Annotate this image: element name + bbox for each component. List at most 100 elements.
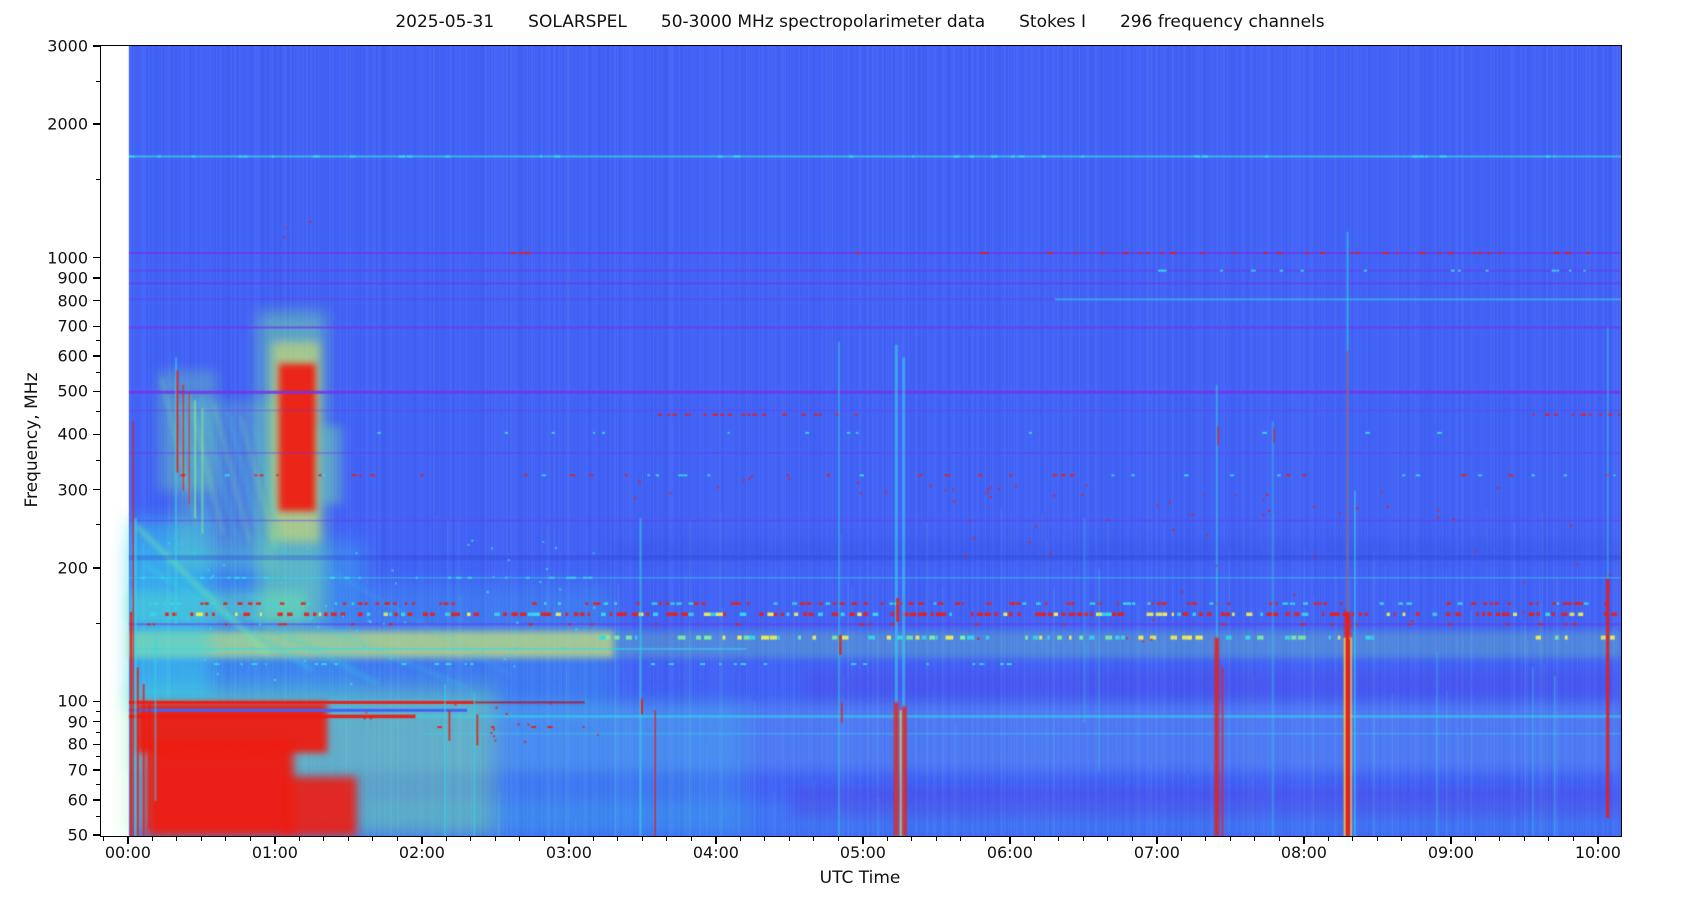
y-tick-mark: [93, 123, 100, 125]
x-minor-tick-mark: [225, 836, 227, 841]
x-minor-tick-mark: [960, 836, 962, 841]
y-tick-label: 400: [57, 424, 88, 444]
x-tick-mark: [1156, 836, 1158, 844]
y-tick-mark: [93, 743, 100, 746]
x-minor-tick-mark: [1425, 836, 1427, 841]
y-tick-label: 50: [67, 825, 88, 845]
y-tick-mark: [93, 799, 100, 801]
x-minor-tick-mark: [1401, 836, 1403, 841]
x-tick-mark: [1597, 836, 1599, 844]
x-minor-tick-mark: [911, 836, 913, 841]
y-tick-mark: [93, 834, 100, 836]
y-minor-tick-mark: [96, 622, 100, 624]
x-minor-tick-mark: [1376, 836, 1378, 841]
x-minor-tick-mark: [1180, 836, 1182, 841]
x-minor-tick-mark: [494, 836, 496, 841]
y-minor-tick-mark: [96, 816, 100, 818]
y-tick-label: 1000: [47, 248, 88, 268]
plot-frame: [100, 45, 1622, 837]
title-date: 2025-05-31: [395, 12, 495, 32]
x-tick-mark: [127, 836, 129, 844]
x-tick-label: 02:00: [398, 843, 445, 862]
x-tick-label: 06:00: [986, 843, 1033, 862]
x-minor-tick-mark: [666, 836, 668, 841]
x-minor-tick-mark: [396, 836, 398, 841]
title-instrument: SOLARSPEL: [528, 12, 627, 32]
y-tick-label: 3000: [47, 36, 88, 56]
x-tick-label: 04:00: [692, 843, 739, 862]
x-axis-title: UTC Time: [819, 868, 901, 888]
y-tick-mark: [93, 299, 100, 302]
x-tick-mark: [1450, 836, 1452, 844]
x-minor-tick-mark: [617, 836, 619, 841]
y-tick-label: 500: [57, 381, 88, 401]
x-tick-mark: [715, 836, 717, 844]
x-minor-tick-mark: [151, 836, 153, 841]
y-tick-label: 60: [67, 790, 88, 810]
x-minor-tick-mark: [984, 836, 986, 841]
x-minor-tick-mark: [176, 836, 178, 841]
y-tick-mark: [93, 488, 100, 491]
y-tick-label: 70: [67, 760, 88, 780]
x-minor-tick-mark: [1278, 836, 1280, 841]
x-minor-tick-mark: [788, 836, 790, 841]
y-tick-mark: [93, 390, 100, 393]
title-description: 50-3000 MHz spectropolarimeter data: [660, 12, 986, 32]
x-minor-tick-mark: [886, 836, 888, 841]
y-minor-tick-mark: [96, 710, 100, 712]
y-minor-tick-mark: [96, 372, 100, 374]
y-minor-tick-mark: [96, 340, 100, 342]
x-minor-tick-mark: [200, 836, 202, 841]
y-tick-label: 2000: [47, 114, 88, 134]
spectrogram-heatmap: [101, 46, 1621, 836]
y-minor-tick-mark: [96, 756, 100, 758]
y-minor-tick-mark: [96, 783, 100, 785]
x-tick-mark: [421, 836, 423, 844]
y-tick-mark: [93, 720, 100, 723]
x-tick-label: 05:00: [839, 843, 886, 862]
figure-title: 2025-05-31 SOLARSPEL 50-3000 MHz spectro…: [100, 12, 1620, 32]
x-minor-tick-mark: [372, 836, 374, 841]
x-minor-tick-mark: [641, 836, 643, 841]
x-minor-tick-mark: [764, 836, 766, 841]
y-minor-tick-mark: [96, 459, 100, 461]
x-tick-label: 03:00: [545, 843, 592, 862]
title-stokes: Stokes I: [1019, 12, 1086, 32]
y-tick-mark: [93, 355, 100, 357]
y-tick-mark: [93, 433, 100, 436]
x-tick-label: 08:00: [1280, 843, 1327, 862]
x-minor-tick-mark: [592, 836, 594, 841]
x-minor-tick-mark: [837, 836, 839, 841]
y-tick-mark: [93, 700, 100, 703]
x-minor-tick-mark: [1058, 836, 1060, 841]
x-minor-tick-mark: [249, 836, 251, 841]
x-minor-tick-mark: [1131, 836, 1133, 841]
x-minor-tick-mark: [1229, 836, 1231, 841]
x-minor-tick-mark: [1474, 836, 1476, 841]
x-minor-tick-mark: [1523, 836, 1525, 841]
y-tick-mark: [93, 277, 100, 279]
y-tick-label: 100: [57, 691, 88, 711]
x-tick-mark: [568, 836, 570, 844]
x-tick-label: 00:00: [104, 843, 151, 862]
y-tick-label: 90: [67, 712, 88, 732]
x-minor-tick-mark: [1254, 836, 1256, 841]
x-minor-tick-mark: [323, 836, 325, 841]
y-tick-mark: [93, 45, 100, 47]
y-tick-mark: [93, 256, 100, 259]
x-minor-tick-mark: [935, 836, 937, 841]
x-tick-mark: [862, 836, 864, 844]
x-tick-label: 07:00: [1133, 843, 1180, 862]
x-minor-tick-mark: [347, 836, 349, 841]
x-minor-tick-mark: [1107, 836, 1109, 841]
x-minor-tick-mark: [445, 836, 447, 841]
y-tick-mark: [93, 325, 100, 328]
y-axis-title: Frequency, MHz: [22, 372, 42, 508]
x-tick-mark: [274, 836, 276, 844]
y-minor-tick-mark: [96, 411, 100, 413]
title-channels: 296 frequency channels: [1119, 12, 1325, 32]
x-tick-label: 01:00: [251, 843, 298, 862]
y-tick-label: 200: [57, 558, 88, 578]
y-tick-label: 300: [57, 480, 88, 500]
y-tick-label: 600: [57, 346, 88, 366]
